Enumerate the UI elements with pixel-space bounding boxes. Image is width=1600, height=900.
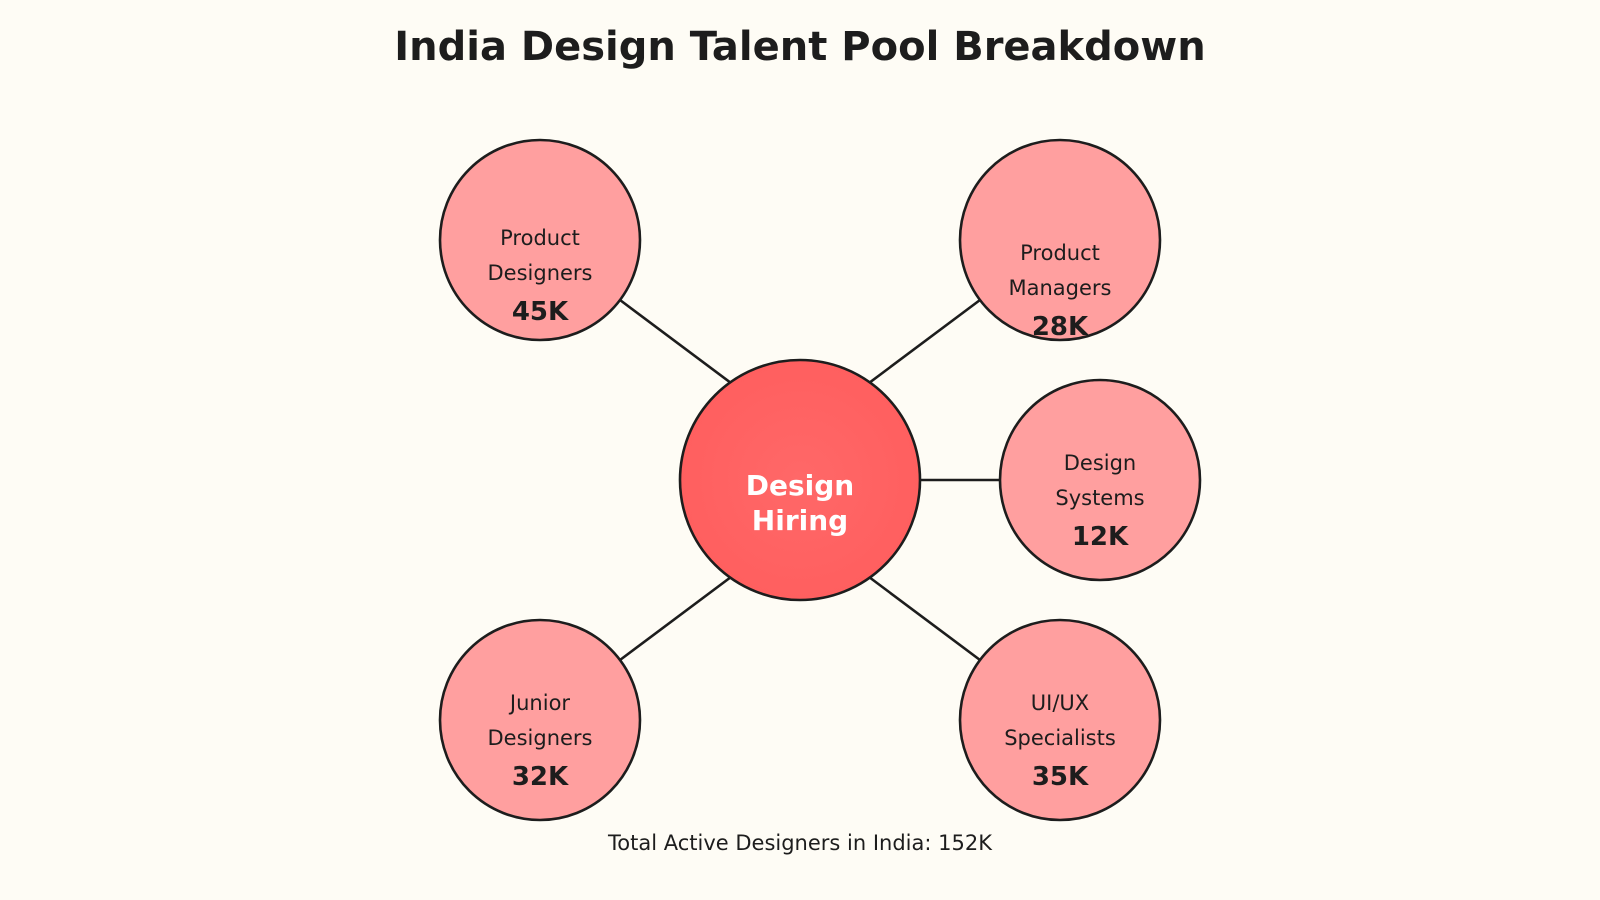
node-value: 35K — [1032, 762, 1089, 792]
connector-junior-designers — [619, 569, 740, 662]
node-junior-designers: Junior Designers 32K — [438, 618, 642, 822]
node-circle — [438, 138, 642, 342]
center-node: Design Hiring — [678, 358, 922, 602]
node-label-line-1: Junior — [508, 691, 570, 715]
node-label-line-2: Designers — [488, 261, 593, 285]
node-label-line-1: UI/UX — [1031, 691, 1089, 715]
node-label-line-2: Systems — [1055, 486, 1144, 510]
node-value: 28K — [1032, 312, 1089, 342]
node-value: 32K — [512, 762, 569, 792]
node-label-line-2: Managers — [1009, 276, 1112, 300]
node-product-designers: Product Designers 45K — [438, 138, 642, 342]
center-label-line-2: Hiring — [752, 504, 848, 537]
node-circle — [958, 618, 1162, 822]
node-label-line-1: Product — [500, 226, 580, 250]
node-label-line-1: Product — [1020, 241, 1100, 265]
node-label-line-2: Designers — [488, 726, 593, 750]
connector-uiux-specialists — [860, 569, 981, 662]
node-design-systems: Design Systems 12K — [998, 378, 1202, 582]
center-label-line-1: Design — [746, 469, 854, 502]
node-label-line-1: Design — [1064, 451, 1137, 475]
footer-total: Total Active Designers in India: 152K — [607, 831, 993, 855]
node-value: 12K — [1072, 522, 1129, 552]
node-circle — [438, 618, 642, 822]
node-uiux-specialists: UI/UX Specialists 35K — [958, 618, 1162, 822]
node-product-managers: Product Managers 28K — [958, 138, 1162, 342]
connector-product-designers — [619, 298, 740, 391]
node-value: 45K — [512, 297, 569, 327]
center-circle — [678, 358, 922, 602]
node-circle — [958, 138, 1162, 342]
diagram-title: India Design Talent Pool Breakdown — [394, 24, 1205, 70]
node-circle — [998, 378, 1202, 582]
node-label-line-2: Specialists — [1004, 726, 1116, 750]
connector-product-managers — [860, 298, 981, 391]
